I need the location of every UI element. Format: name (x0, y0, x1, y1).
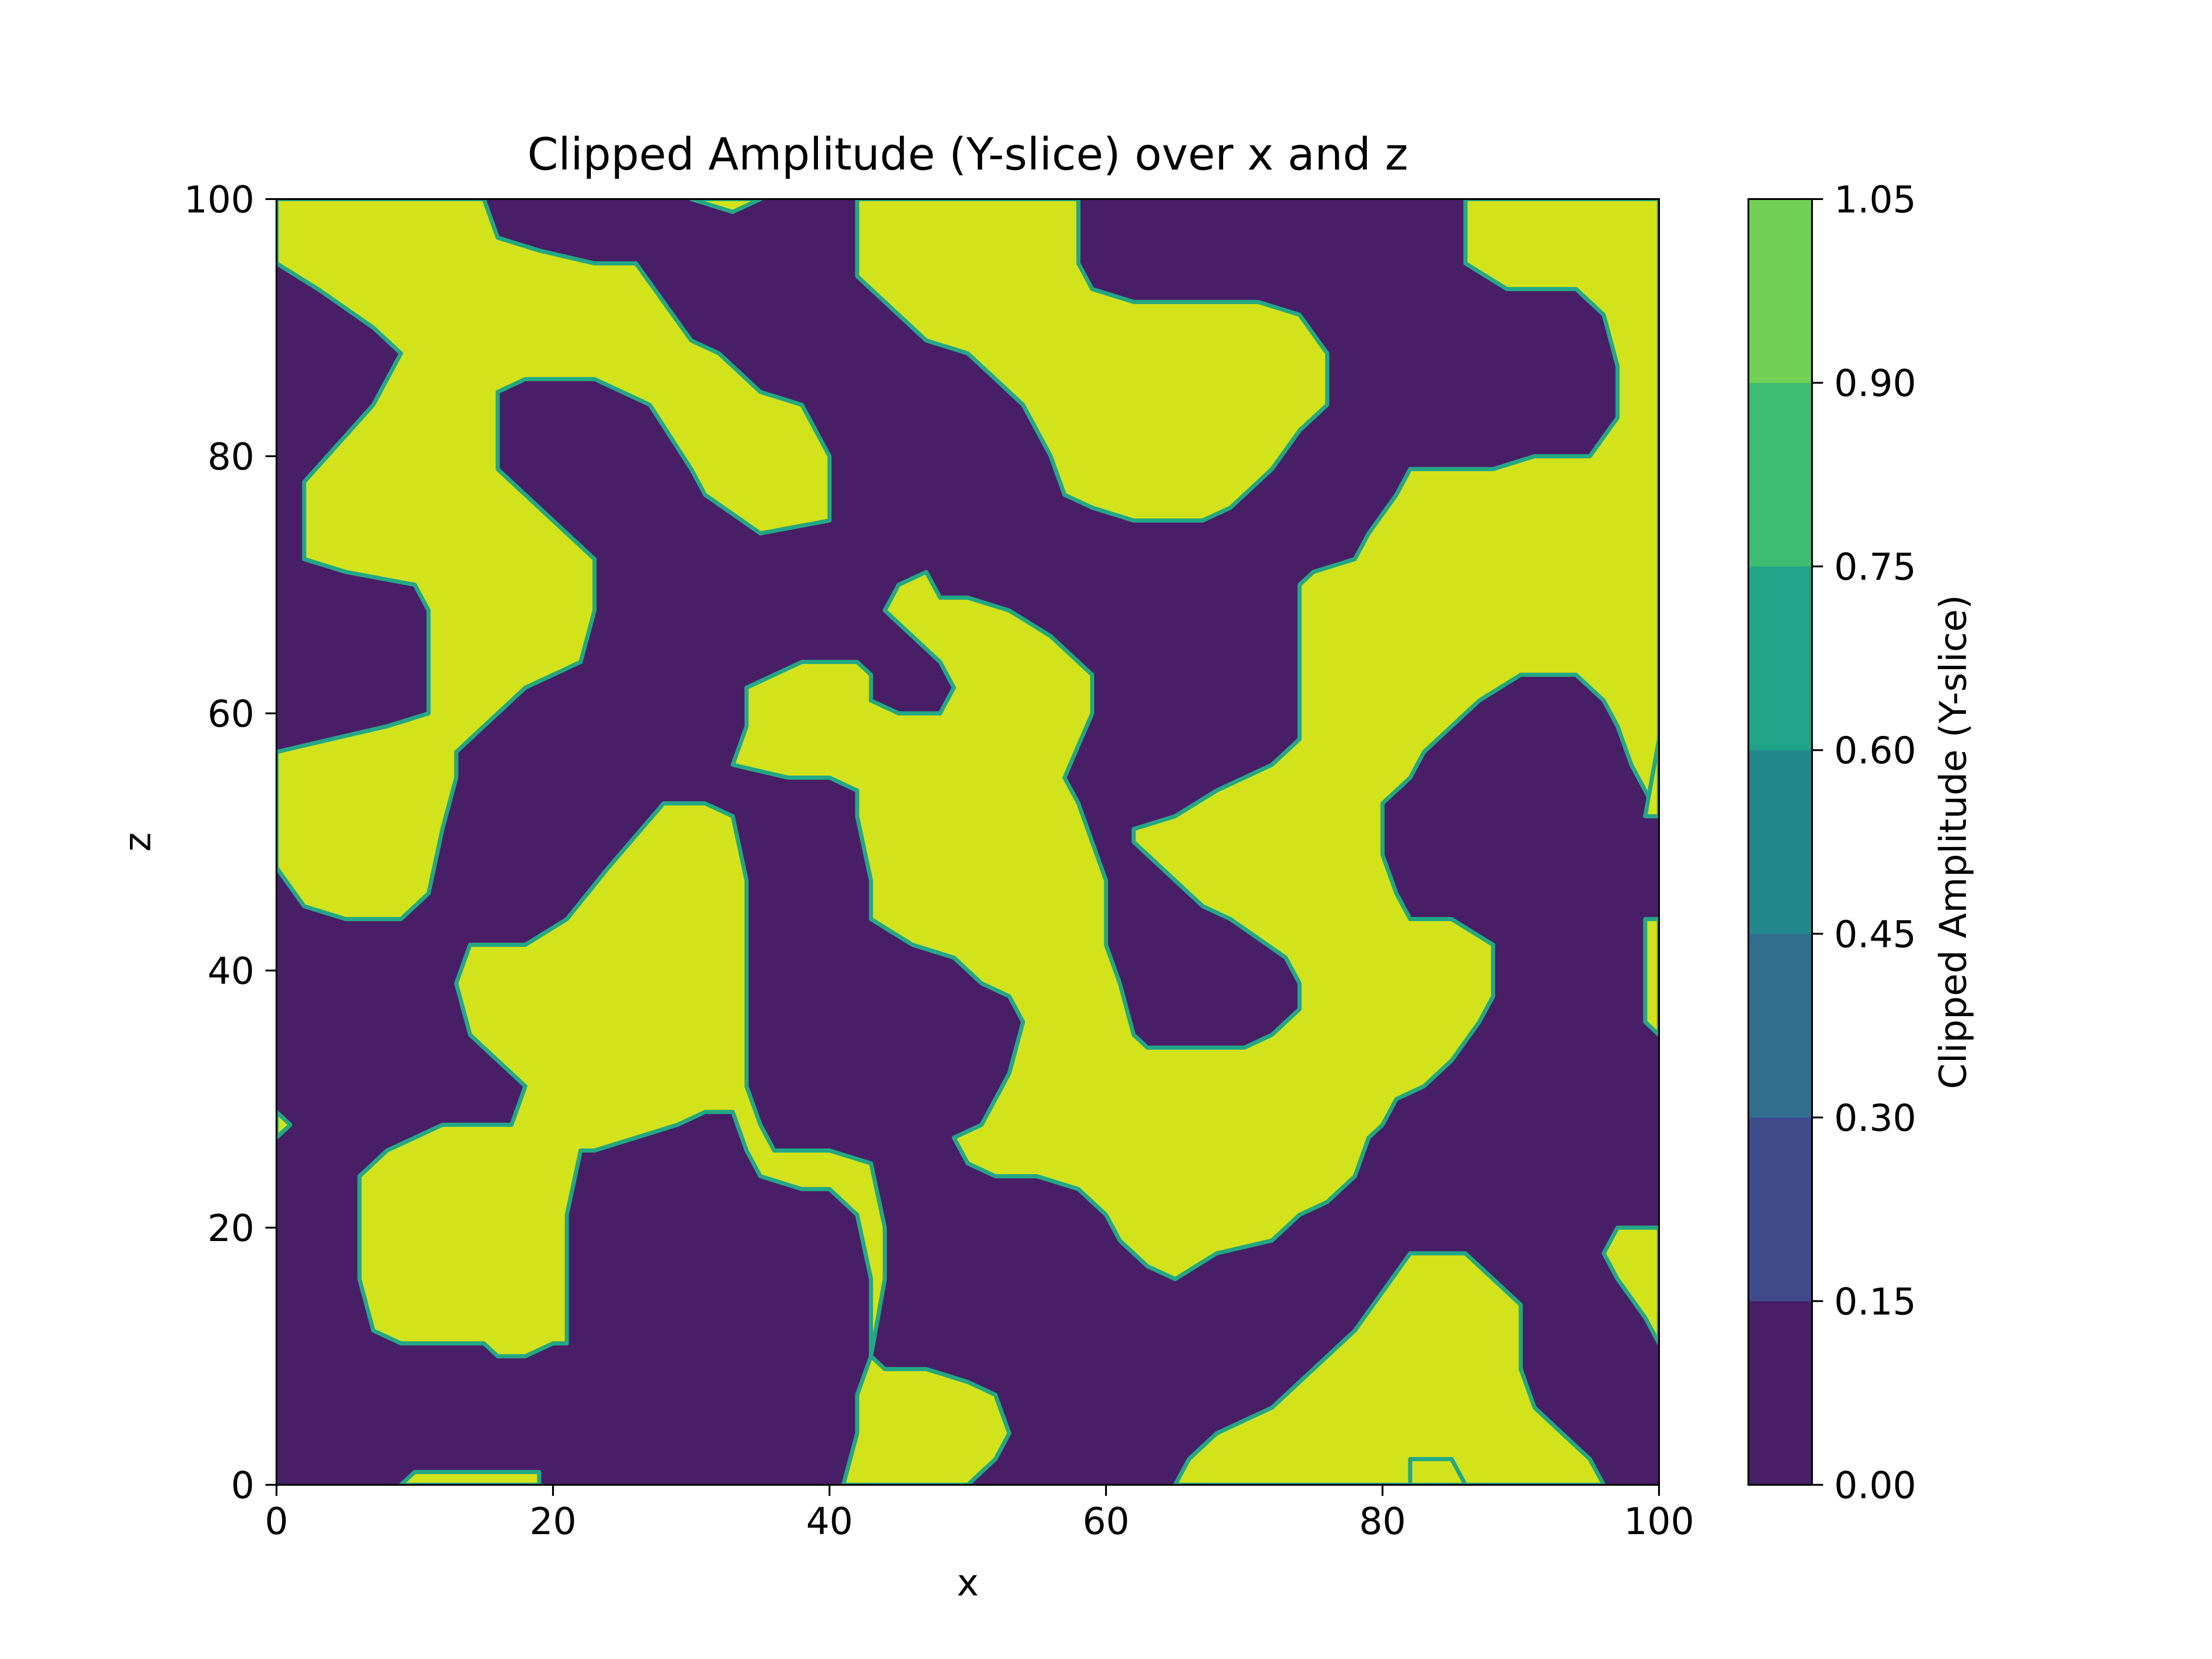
x-tick-label: 60 (1082, 1500, 1130, 1543)
high-value-region-1 (276, 199, 832, 921)
colorbar-segment (1748, 1301, 1812, 1485)
high-value-region-11 (1173, 1251, 1606, 1485)
high-value-region-12 (1408, 1457, 1468, 1485)
high-value-region-10 (1601, 1225, 1659, 1346)
colorbar-tick-label: 0.90 (1834, 362, 1916, 405)
high-value-region-6 (1643, 917, 1659, 1037)
x-axis: 0 20 40 60 80 100 (265, 1485, 1694, 1543)
colorbar-frame (1747, 198, 1813, 1486)
colorbar-tick-label: 0.60 (1834, 729, 1916, 772)
y-tick-label: 80 (207, 435, 254, 478)
x-tick-label: 80 (1359, 1500, 1406, 1543)
colorbar-tick-label: 0.30 (1834, 1097, 1916, 1140)
x-tick-label: 100 (1624, 1500, 1694, 1543)
high-value-region-2 (689, 199, 763, 214)
high-value-region-8 (357, 801, 1012, 1485)
colorbar-tick-label: 0.75 (1834, 546, 1916, 588)
colorbar-segment (1748, 566, 1812, 751)
colorbar-segment (1748, 199, 1812, 383)
high-value-region-5 (1643, 737, 1659, 818)
high-value-region-7 (276, 1110, 293, 1140)
colorbar-label: Clipped Amplitude (Y-slice) (1932, 595, 1975, 1089)
high-value-region-9 (399, 1470, 541, 1485)
high-value-region-4 (730, 199, 1659, 1282)
plot-frame (276, 198, 1660, 1486)
y-tick-label: 100 (184, 178, 254, 221)
y-axis: 0 20 40 60 80 100 (184, 178, 276, 1507)
x-tick-label: 20 (529, 1500, 577, 1543)
colorbar-tick-label: 0.00 (1834, 1464, 1916, 1507)
y-tick-label: 0 (231, 1464, 254, 1507)
y-tick-label: 40 (207, 950, 254, 993)
colorbar-segment (1748, 750, 1812, 934)
x-tick-label: 40 (806, 1500, 853, 1543)
colorbar-tick-label: 0.15 (1834, 1280, 1916, 1323)
x-tick-label: 0 (265, 1500, 288, 1543)
colorbar-segment (1748, 382, 1812, 567)
y-axis-label: z (116, 832, 159, 852)
heatmap-regions (276, 199, 1659, 1485)
y-tick-label: 20 (207, 1207, 254, 1250)
colorbar-tick-label: 1.05 (1834, 178, 1916, 221)
y-tick-label: 60 (207, 693, 254, 735)
chart-title: Clipped Amplitude (Y-slice) over x and z (527, 129, 1408, 180)
high-value-region-3 (855, 199, 1330, 523)
plot-area (276, 198, 1660, 1486)
colorbar-tick-label: 0.45 (1834, 913, 1916, 956)
colorbar-segment (1748, 1117, 1812, 1301)
colorbar-segment (1748, 934, 1812, 1118)
x-axis-label: x (957, 1561, 978, 1604)
colorbar: 0.00 0.15 0.30 0.45 0.60 0.75 0.90 1.05 (1747, 178, 1916, 1507)
